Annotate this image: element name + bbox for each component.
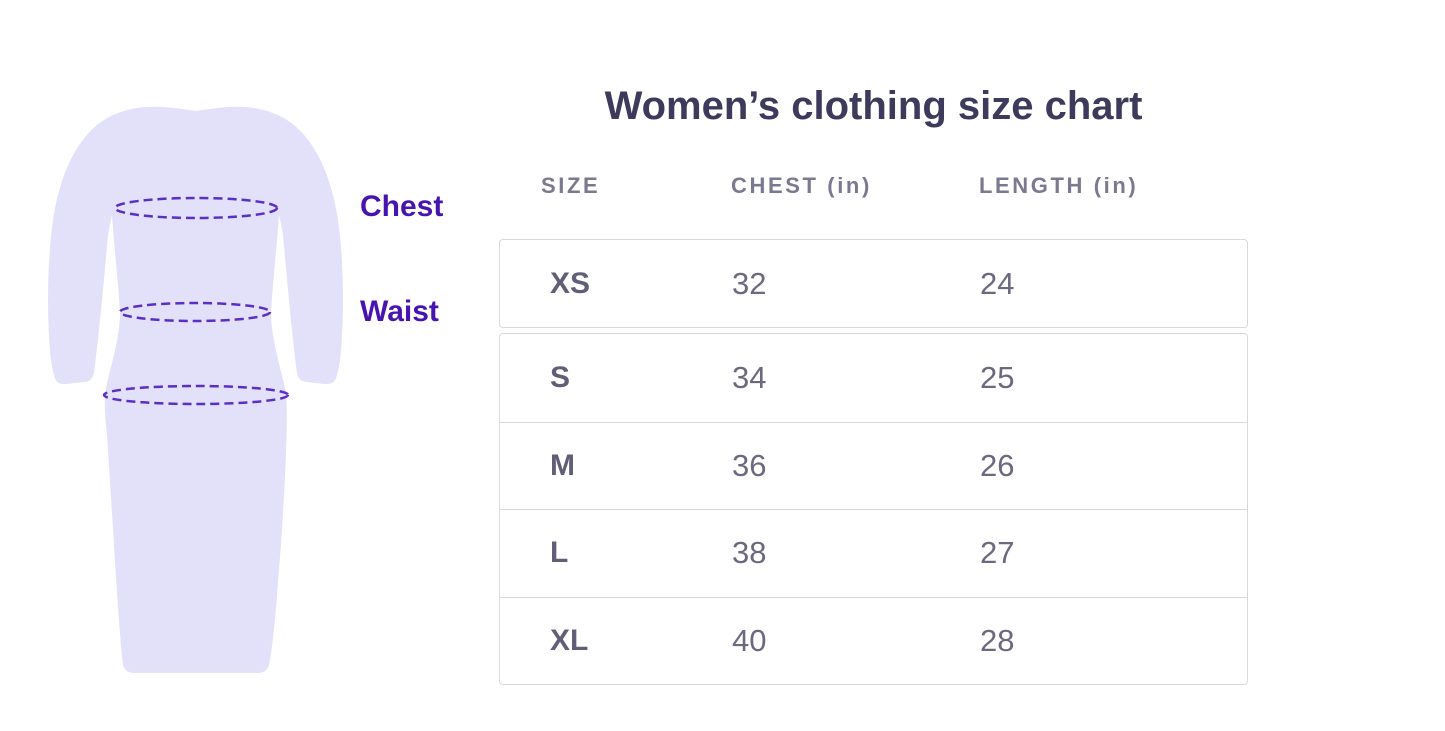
hip-measure-line — [102, 384, 290, 406]
chest-cell: 36 — [732, 447, 767, 483]
length-cell: 27 — [980, 535, 1015, 571]
size-cell: L — [550, 536, 569, 570]
table-body-group: S 34 25 M 36 26 L 38 27 XL 40 28 — [499, 333, 1248, 685]
size-cell: XL — [550, 623, 589, 657]
dress-silhouette — [48, 106, 343, 673]
column-header-length: LENGTH (in) — [979, 173, 1139, 198]
table-row: XL 40 28 — [500, 596, 1247, 685]
table-row: L 38 27 — [500, 509, 1247, 597]
chest-cell: 38 — [732, 535, 767, 571]
length-cell: 25 — [980, 359, 1015, 395]
chest-cell: 40 — [732, 622, 767, 658]
chest-measure-line — [113, 196, 279, 220]
size-cell: XS — [550, 266, 591, 300]
chest-label: Chest — [360, 190, 444, 223]
size-cell: M — [550, 448, 575, 482]
length-cell: 26 — [980, 447, 1015, 483]
column-header-chest: CHEST (in) — [731, 173, 872, 198]
chest-cell: 32 — [732, 265, 767, 301]
chest-cell: 34 — [732, 359, 767, 395]
length-cell: 28 — [980, 622, 1015, 658]
page-title: Women’s clothing size chart — [604, 84, 1143, 128]
size-chart: Women’s clothing size chart SIZE CHEST (… — [499, 0, 1248, 731]
column-header-size: SIZE — [541, 173, 601, 198]
waist-measure-line — [118, 301, 272, 323]
length-cell: 24 — [980, 265, 1015, 301]
table-row: S 34 25 — [500, 334, 1247, 422]
size-cell: S — [550, 360, 571, 394]
table-row: M 36 26 — [500, 421, 1247, 510]
table-row: XS 32 24 — [499, 239, 1248, 328]
dress-illustration — [48, 106, 343, 673]
waist-label: Waist — [360, 295, 439, 328]
table-header-row: SIZE CHEST (in) LENGTH (in) — [499, 172, 1248, 200]
